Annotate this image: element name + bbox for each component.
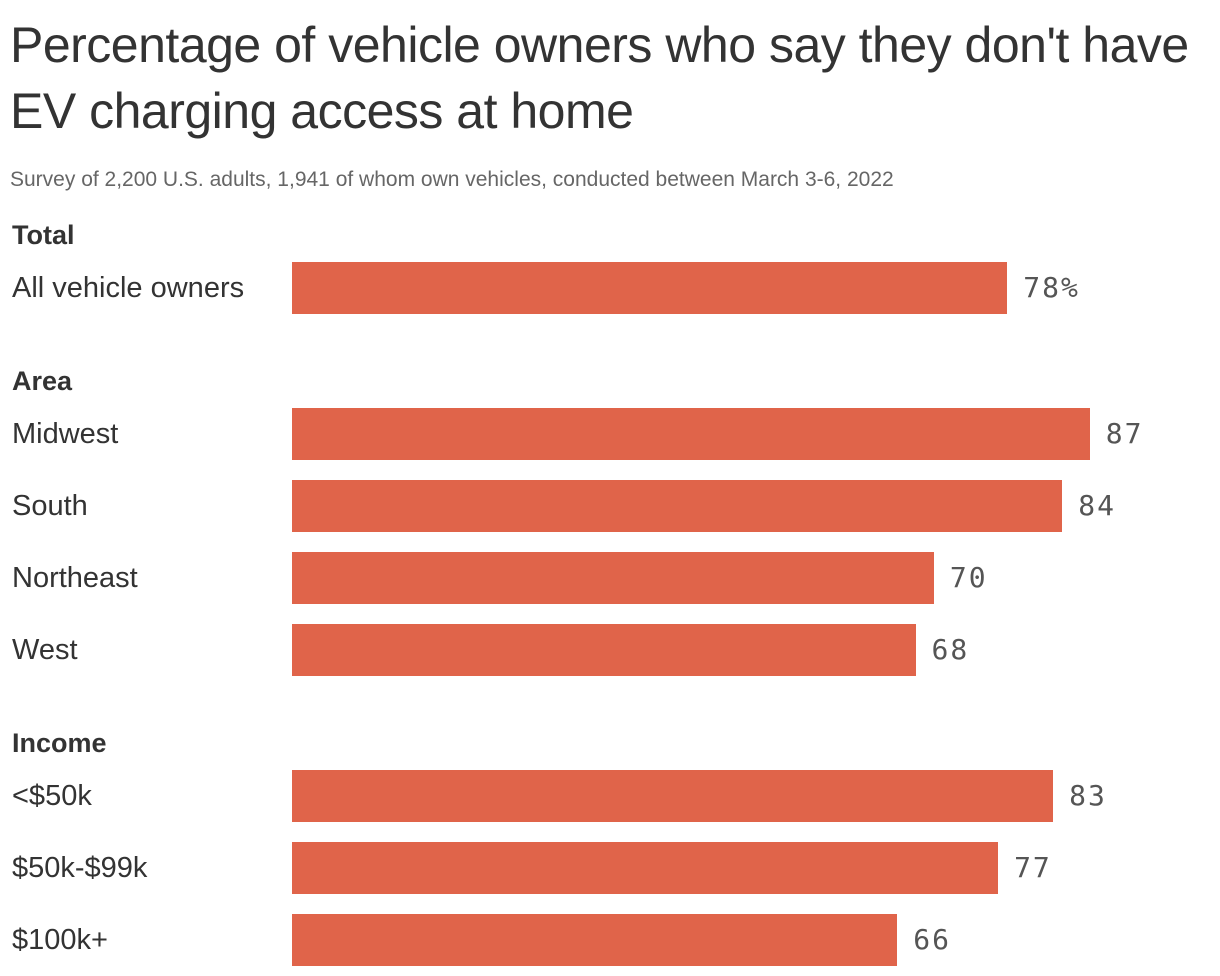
bar-label: $100k+ [12,924,108,956]
bar-value-label: 84 [1078,489,1116,522]
bar [292,480,1063,532]
bar-value-label: 83 [1069,779,1107,812]
chart-subtitle: Survey of 2,200 U.S. adults, 1,941 of wh… [10,168,894,191]
bar [292,408,1090,460]
bar-label: $50k-$99k [12,852,148,884]
bar-value-label: 78% [1023,271,1080,304]
group-header-total: Total [12,220,75,250]
bar-label: West [12,634,78,666]
bar-label: All vehicle owners [12,272,245,304]
bar [292,552,934,604]
bar-label: Northeast [12,562,138,594]
group-header-income: Income [12,728,107,758]
bar-value-label: 66 [913,923,951,956]
bar-value-label: 87 [1105,417,1144,450]
bar-value-label: 70 [949,561,988,594]
bar-value-label: 68 [931,633,970,666]
bar [292,624,916,676]
bar [292,262,1008,314]
bar [292,770,1054,822]
bar-label: Midwest [12,418,119,450]
chart-title: Percentage of vehicle owners who say the… [10,17,1189,139]
bar-value-label: 77 [1014,851,1052,884]
group-header-area: Area [12,366,73,396]
bar [292,914,898,966]
bar-label: South [12,490,88,522]
bar-label: <$50k [12,780,92,812]
bar [292,842,999,894]
